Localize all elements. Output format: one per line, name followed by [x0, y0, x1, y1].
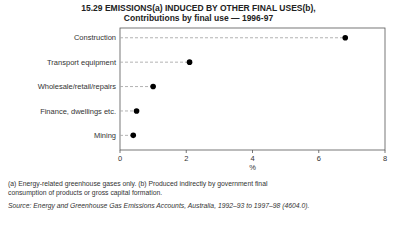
tick — [186, 150, 187, 153]
tick-label: 8 — [383, 154, 387, 163]
category-label: Transport equipment — [47, 58, 117, 67]
tick — [318, 150, 319, 153]
dot-stem — [120, 86, 153, 87]
chart: 15.29 EMISSIONS(a) INDUCED BY OTHER FINA… — [0, 0, 397, 227]
tick — [252, 150, 253, 153]
tick-label: 2 — [184, 154, 188, 163]
tick-label: 6 — [317, 154, 321, 163]
tick-label: 4 — [250, 154, 254, 163]
dot — [342, 35, 348, 41]
title: 15.29 EMISSIONS(a) INDUCED BY OTHER FINA… — [81, 3, 315, 13]
annotation: Source: Energy and Greenhouse Gas Emissi… — [8, 202, 309, 210]
annotation: (a) Energy-related greenhouse gases only… — [8, 180, 268, 188]
axis-label: % — [249, 163, 256, 172]
tick-label: 0 — [118, 154, 122, 163]
dot — [150, 84, 156, 90]
dot — [187, 59, 193, 65]
annotation: consumption of products or gross capital… — [8, 189, 162, 197]
dot — [134, 108, 140, 114]
category-label: Wholesale/retail/repairs — [38, 82, 117, 91]
category-label: Construction — [74, 33, 116, 42]
dot-stem — [120, 62, 190, 63]
plot-frame — [120, 28, 385, 150]
category-label: Mining — [94, 131, 116, 140]
tick — [120, 150, 121, 153]
dot-stem — [120, 37, 345, 38]
tick — [385, 150, 386, 153]
marks — [120, 35, 348, 138]
subtitle: Contributions by final use — 1996-97 — [124, 13, 274, 23]
category-label: Finance, dwellings etc. — [40, 107, 116, 116]
dot — [130, 133, 136, 139]
